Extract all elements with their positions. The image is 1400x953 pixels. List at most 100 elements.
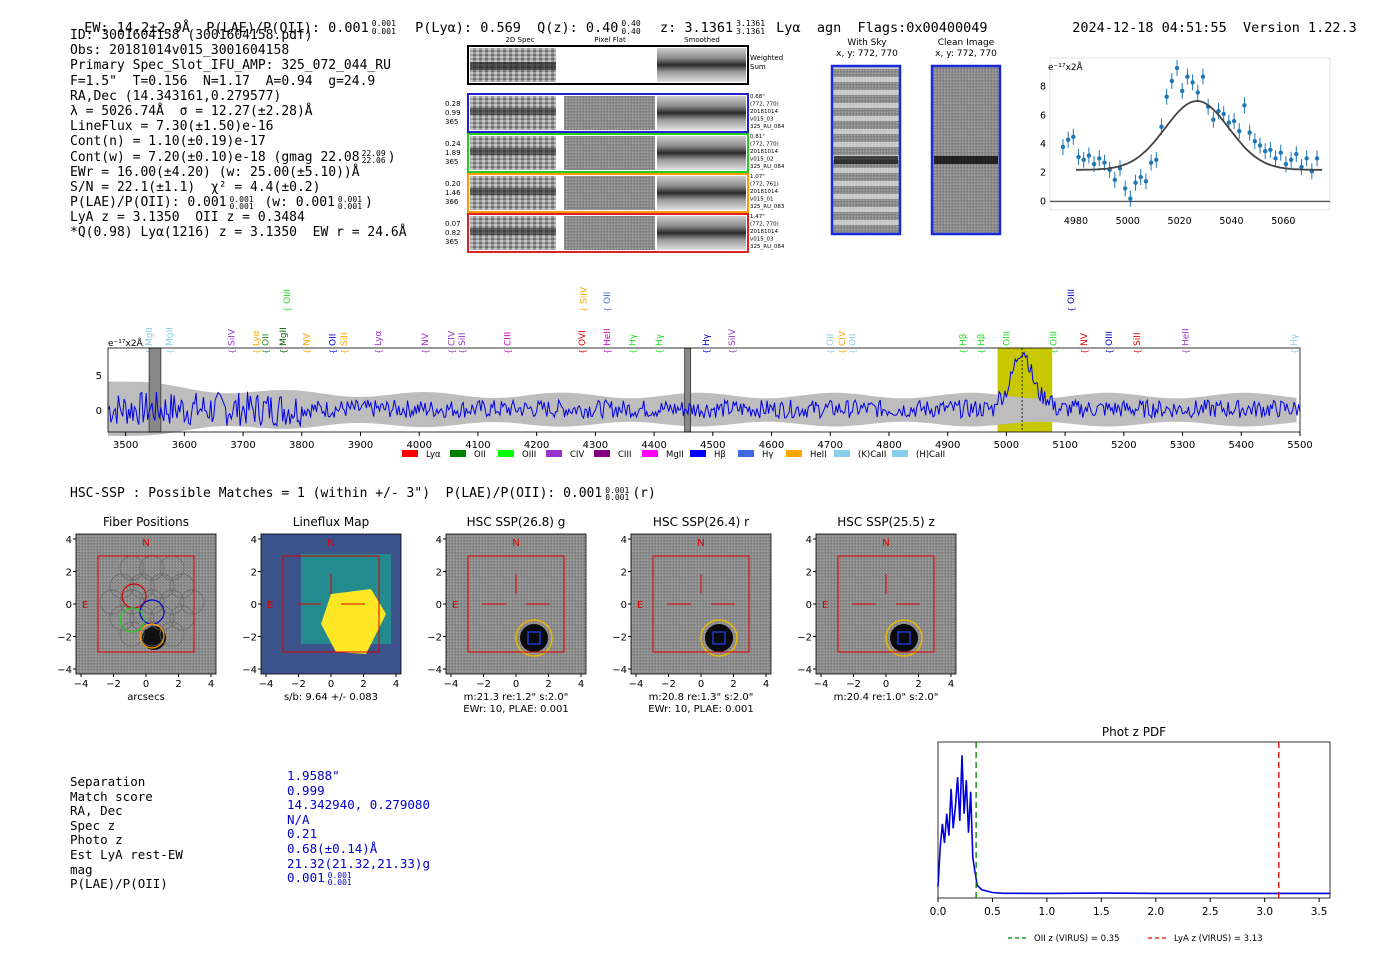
- cutout-right-label: (772, 770): [750, 142, 779, 148]
- panel-ytick: 2: [806, 568, 812, 579]
- primary-line: Primary Spec_Slot_IFU_AMP: 325_072_044_R…: [70, 58, 391, 74]
- cutout-right-label: 20181014: [750, 229, 778, 235]
- fiber-circle: [109, 605, 135, 631]
- cutout-left-label: 1.46: [445, 189, 461, 197]
- svg-text:{: {: [261, 349, 270, 354]
- panel-ytick: 2: [621, 568, 627, 579]
- panel-title: Lineflux Map: [293, 515, 369, 529]
- photz-legend-label: OII z (VIRUS) = 0.35: [1034, 934, 1120, 944]
- svg-text:{: {: [578, 349, 587, 354]
- svg-text:{: {: [977, 349, 986, 354]
- svg-text:{: {: [283, 307, 292, 312]
- panel-xtick: 0: [698, 679, 704, 690]
- legend-swatch: [498, 450, 514, 457]
- line-label: NV: [421, 332, 431, 346]
- cutout-left-label: 0.28: [445, 100, 461, 108]
- sum-label: Sum: [750, 63, 766, 71]
- fit-point: [1195, 90, 1200, 95]
- panel-xtick: 2: [175, 679, 181, 690]
- aperture-ellipse: [515, 619, 553, 657]
- svg-text:{: {: [166, 349, 175, 354]
- cutout-left-label: 0.24: [445, 140, 461, 148]
- cutout-smoothed: [657, 176, 746, 210]
- legend-swatch: [834, 450, 850, 457]
- spec-xtick: 4900: [935, 440, 960, 451]
- panel-xtick: 4: [393, 679, 399, 690]
- cutout-smoothed: [657, 136, 746, 170]
- fit-point: [1065, 137, 1071, 142]
- svg-text:{: {: [628, 349, 637, 354]
- panel-xtick: −4: [814, 679, 829, 690]
- panel-ytick: 0: [621, 600, 627, 611]
- panel-xtick: 2: [360, 679, 366, 690]
- legend-label: CIV: [570, 450, 584, 460]
- match-labels: Separation Match score RA, Dec Spec z Ph…: [70, 774, 183, 891]
- fiber-circle: [179, 589, 205, 615]
- panel-ytick: −2: [797, 633, 812, 644]
- fiber-circle: [139, 589, 165, 615]
- svg-text:{: {: [849, 349, 858, 354]
- fit-point: [1076, 154, 1081, 160]
- line-label: NV: [302, 332, 312, 346]
- photz-pdf-plot: Phot z PDF 0.0 0.5 1.0 1.5 2.0 2.5 3.0 3.5 OII z…: [930, 725, 1331, 944]
- legend-swatch: [546, 450, 562, 457]
- svg-text:{: {: [421, 349, 430, 354]
- fiber-circle: [149, 573, 175, 599]
- fit-xtick: 5000: [1116, 216, 1140, 227]
- svg-text:{: {: [252, 349, 261, 354]
- legend-swatch: [402, 450, 418, 457]
- photz-xtick: 3.5: [1311, 906, 1328, 918]
- spec-xtick: 4300: [583, 440, 608, 451]
- spec-xtick: 3900: [348, 440, 373, 451]
- svg-text:{: {: [838, 349, 847, 354]
- legend-label: (H)CaII: [916, 450, 945, 460]
- panel-ytick: 0: [806, 600, 812, 611]
- svg-text:{: {: [1049, 349, 1058, 354]
- fit-point: [1231, 118, 1237, 124]
- fit-point: [1122, 186, 1128, 191]
- cutout-right-label: 20181014: [750, 149, 778, 155]
- spec-xtick: 5500: [1287, 440, 1312, 451]
- image-background: [76, 534, 216, 674]
- obs-line: Obs: 20181014v015_3001604158: [70, 43, 290, 59]
- legend-label: MgII: [666, 450, 684, 460]
- fit-point: [1143, 179, 1149, 184]
- svg-text:{: {: [227, 349, 236, 354]
- match-value: 21.32(21.32,21.33)g: [287, 855, 430, 871]
- cutout-right-label: 1.47": [750, 214, 765, 220]
- compass-east: E: [267, 600, 273, 611]
- cutout-panel: HSC SSP(26.8) g N E 4 2 0 −2 −4−4 −2 0 2 4 m:21.3 re…: [427, 515, 587, 715]
- svg-text:{: {: [603, 307, 612, 312]
- cutout-right-label: v015_03: [750, 117, 774, 123]
- spec-xtick: 4100: [465, 440, 490, 451]
- fit-point: [1200, 74, 1206, 79]
- lya-z-line: LyA z = 3.1350 OII z = 0.3484: [70, 210, 305, 226]
- match-value: 14.342940, 0.279080: [287, 797, 430, 813]
- panel-xtick: −2: [846, 679, 861, 690]
- panel-xlabel: m:20.4 re:1.0" s:2.0": [834, 692, 939, 703]
- spec-xtick: 3600: [172, 440, 197, 451]
- fit-point: [1097, 156, 1102, 161]
- legend-label: (K)CaII: [858, 450, 886, 460]
- panel-ytick: 4: [251, 535, 257, 546]
- cutout-panel: HSC SSP(25.5) z N E 4 2 0 −2 −4−4 −2 0 2 4 m:20.4 re…: [797, 515, 957, 703]
- fit-point: [1226, 120, 1232, 125]
- fit-point: [1159, 124, 1164, 130]
- panel-xtick: −2: [476, 679, 491, 690]
- panel-xtick: 2: [730, 679, 736, 690]
- cutout-left-label: 365: [445, 238, 458, 246]
- line-fit-plot: 4980 5000 5020 5040 5060 0 2 4 6 8 e⁻¹⁷x2Å: [1040, 57, 1331, 227]
- cutout-left-label: 0.82: [445, 229, 461, 237]
- noise-envelope: [108, 381, 1297, 437]
- cutout-left-label: 1.89: [445, 149, 461, 157]
- line-label: MgII: [145, 327, 155, 346]
- contn-line: Cont(n) = 1.10(±0.19)e-17: [70, 134, 266, 150]
- svg-text:{: {: [655, 349, 664, 354]
- fit-point: [1216, 108, 1221, 114]
- fit-ytick: 8: [1040, 82, 1046, 93]
- spec-ytick: 5: [96, 371, 102, 382]
- legend-swatch: [892, 450, 908, 457]
- fit-point: [1102, 160, 1107, 165]
- panel-ytick: 4: [621, 535, 627, 546]
- q-line: *Q(0.98) Lyα(1216) z = 3.1350 EW r = 24.…: [70, 225, 407, 241]
